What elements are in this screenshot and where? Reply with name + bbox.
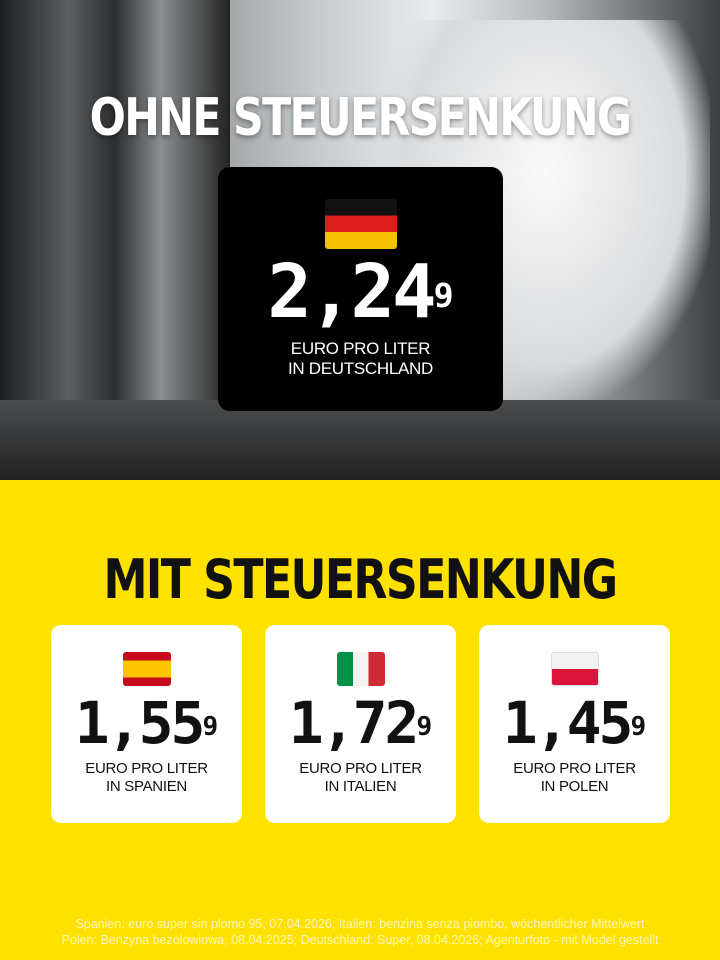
italy-price-decimal: 9 [416,712,433,742]
germany-price: 2,24 [267,249,436,335]
footnote-line-1: Spanien: euro super sin plomo 95, 07.04.… [75,917,645,931]
poland-flag-icon [550,652,599,686]
italy-flag-icon [336,652,385,686]
italy-label-2: IN ITALIEN [324,778,397,795]
germany-flag-icon [324,199,397,249]
spain-label-2: IN SPANIEN [106,778,187,795]
spain-price-card: 1,559 EURO PRO LITER IN SPANIEN [51,625,242,823]
italy-label-1: EURO PRO LITER [299,760,422,777]
ground [0,400,720,480]
germany-label-1: EURO PRO LITER [290,339,431,358]
spain-price: 1,55 [74,689,206,757]
spain-flag-icon [122,652,171,686]
italy-price-card: 1,729 EURO PRO LITER IN ITALIEN [265,625,456,823]
top-title: OHNE STEUERSENKUNG [89,88,632,148]
section-title: MIT STEUERSENKUNG [103,548,618,611]
footnote-line-2: Polen: Benzyna bezolowiowa, 08.04.2025; … [61,933,659,947]
poland-price-card: 1,459 EURO PRO LITER IN POLEN [479,625,670,823]
germany-price-decimal: 9 [433,276,454,315]
germany-price-card: 2,249 EURO PRO LITER IN DEUTSCHLAND [218,167,503,411]
poland-price-decimal: 9 [630,712,647,742]
spain-price-decimal: 9 [202,712,219,742]
poland-label-1: EURO PRO LITER [513,760,636,777]
background-photo [0,0,720,480]
poland-price: 1,45 [502,689,634,757]
germany-label-2: IN DEUTSCHLAND [287,359,434,378]
source-footnote: Spanien: euro super sin plomo 95, 07.04.… [0,916,720,948]
italy-price: 1,72 [288,689,420,757]
spain-label-1: EURO PRO LITER [85,760,208,777]
poland-label-2: IN POLEN [540,778,609,795]
